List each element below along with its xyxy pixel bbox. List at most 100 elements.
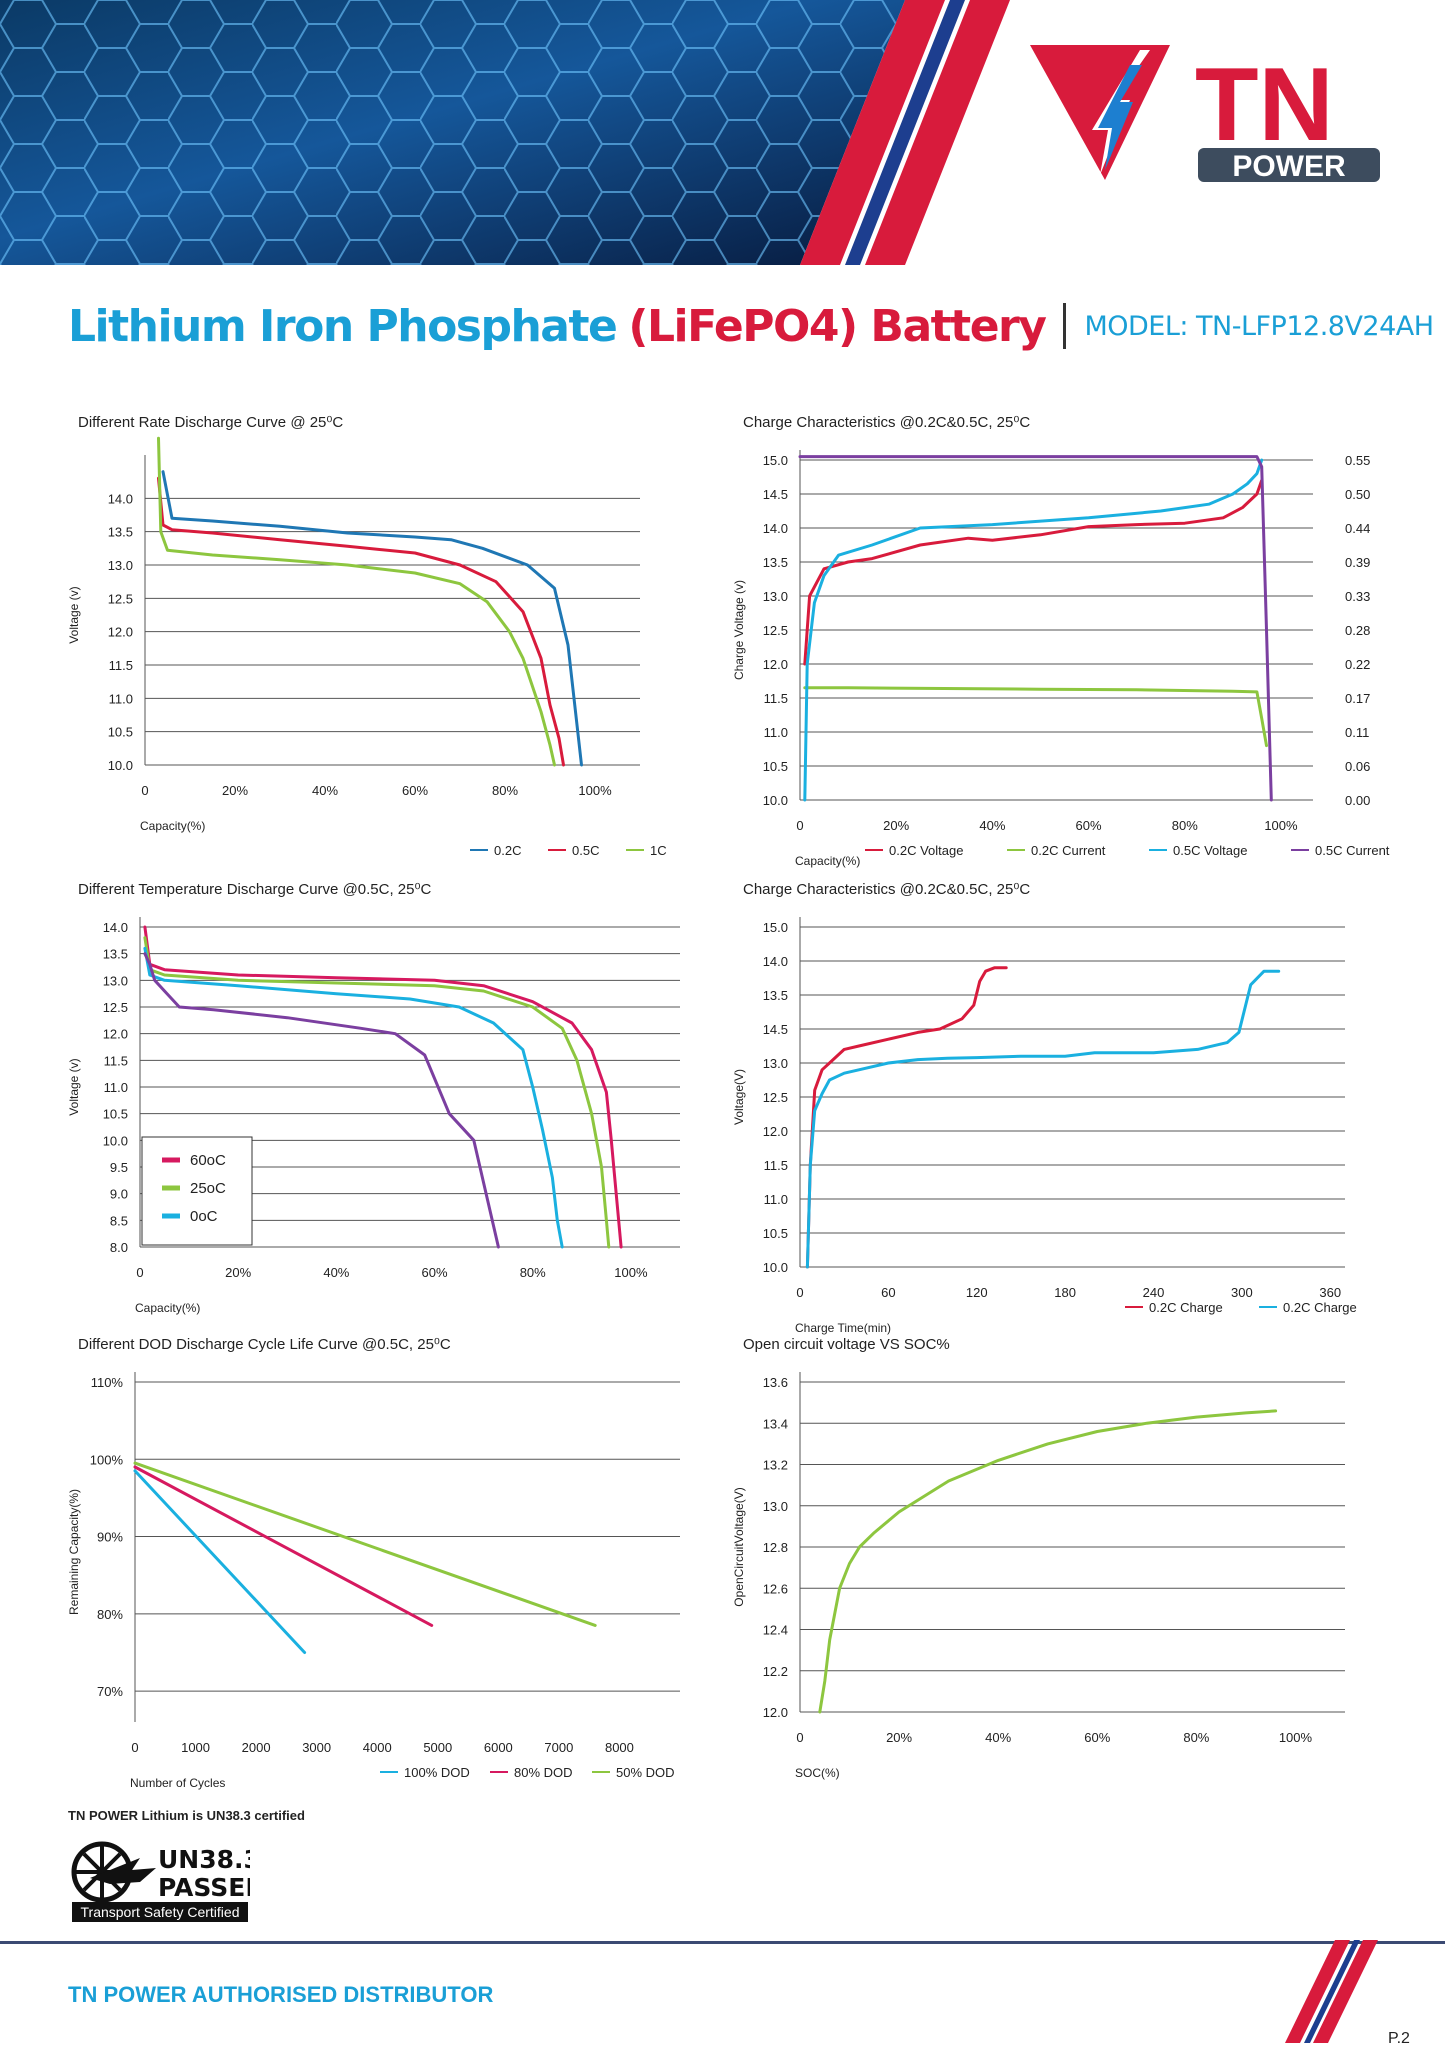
x-tick-label: 20% [886, 1730, 912, 1745]
footer-distributor: TN POWER AUTHORISED DISTRIBUTOR [68, 1982, 494, 2007]
y2-tick-label: 0.22 [1345, 657, 1370, 672]
series-line-1 [143, 936, 611, 1249]
x-tick-label: 0 [131, 1740, 138, 1755]
y-tick-label: 15.0 [763, 920, 788, 935]
series-line-0 [805, 966, 1008, 1269]
chart-charge-time: Charge Characteristics @0.2C&0.5C, 25⁰C 1… [732, 881, 1357, 1335]
chart-title: Different Rate Discharge Curve @ 25⁰C [78, 414, 343, 431]
title-separator [1063, 303, 1067, 349]
y-tick-label: 11.5 [109, 658, 133, 673]
y-tick-label: 13.0 [103, 973, 128, 988]
y2-tick-label: 0.39 [1345, 555, 1370, 570]
legend-label: 25oC [190, 1180, 226, 1197]
y-tick-label: 13.2 [763, 1458, 788, 1473]
y-tick-label: 11.0 [764, 1192, 788, 1207]
series-line-2 [803, 458, 1264, 802]
y-tick-label: 11.0 [764, 725, 788, 740]
x-tick-label: 360 [1319, 1285, 1341, 1300]
legend-label: 60oC [190, 1152, 226, 1169]
x-tick-label: 4000 [363, 1740, 392, 1755]
x-tick-label: 0 [796, 818, 803, 833]
model-number: MODEL: TN-LFP12.8V24AH [1084, 310, 1434, 342]
legend-box [141, 1136, 253, 1246]
y-tick-label: 110% [91, 1375, 124, 1390]
x-tick-label: 100% [614, 1265, 648, 1280]
x-tick-label: 240 [1143, 1285, 1165, 1300]
y-tick-label: 10.0 [103, 1133, 128, 1148]
y-tick-label: 12.0 [763, 1124, 788, 1139]
y2-tick-label: 0.33 [1345, 589, 1370, 604]
y-tick-label: 10.0 [763, 1260, 788, 1275]
series-line-2 [157, 436, 556, 767]
x-tick-label: 80% [1183, 1730, 1209, 1745]
footer-stripes [1285, 1940, 1378, 2043]
y2-tick-label: 0.11 [1345, 725, 1369, 740]
y-tick-label: 12.5 [763, 623, 788, 638]
y-tick-label: 12.6 [763, 1581, 788, 1596]
legend-label: 0.2C Charge [1149, 1300, 1223, 1315]
legend-label: 0.2C Voltage [889, 843, 963, 858]
legend-label: 0.5C [572, 843, 599, 858]
y-tick-label: 9.0 [110, 1187, 128, 1202]
y-tick-label: 14.5 [763, 1022, 788, 1037]
chart-charge-capacity: Charge Characteristics @0.2C&0.5C, 25⁰C 1… [732, 414, 1390, 868]
chart-cycle-life: Different DOD Discharge Cycle Life Curve… [67, 1336, 680, 1790]
x-tick-label: 7000 [544, 1740, 573, 1755]
y-tick-label: 13.6 [763, 1375, 788, 1390]
y-tick-label: 70% [97, 1684, 123, 1699]
x-tick-label: 60% [402, 783, 428, 798]
y-tick-label: 13.5 [763, 988, 788, 1003]
chart-rate-discharge: Different Rate Discharge Curve @ 25⁰C 10.… [67, 414, 667, 858]
y-tick-label: 12.5 [763, 1090, 788, 1105]
y-tick-label: 10.5 [763, 759, 788, 774]
x-tick-label: 3000 [302, 1740, 331, 1755]
y-tick-label: 13.5 [103, 947, 128, 962]
y-tick-label: 14.0 [108, 491, 133, 506]
y-tick-label: 14.5 [763, 487, 788, 502]
series-line-1 [805, 969, 1281, 1269]
legend-label: 1C [650, 843, 667, 858]
series-line-0 [143, 925, 623, 1249]
page-number: P.2 [1388, 2030, 1410, 2047]
y-tick-label: 9.5 [110, 1160, 128, 1175]
series-line-2 [143, 946, 564, 1249]
y-tick-label: 10.0 [108, 758, 133, 773]
y-tick-label: 90% [97, 1530, 123, 1545]
page-title: Lithium Iron Phosphate (LiFePO4) Battery… [68, 296, 1434, 356]
y2-tick-label: 0.50 [1345, 487, 1370, 502]
badge-line2: PASSED [158, 1873, 250, 1902]
y-tick-label: 11.5 [104, 1053, 128, 1068]
y-axis-label: OpenCircuitVoltage(V) [732, 1487, 746, 1606]
x-tick-label: 40% [323, 1265, 349, 1280]
x-tick-label: 80% [492, 783, 518, 798]
un38-3-badge: UN38.3 PASSED Transport Safety Certified [71, 1841, 250, 1922]
y-tick-label: 12.8 [763, 1540, 788, 1555]
x-tick-label: 0 [141, 783, 148, 798]
x-tick-label: 20% [225, 1265, 251, 1280]
legend-label: 50% DOD [616, 1765, 675, 1780]
series-line-0 [818, 1409, 1278, 1714]
x-axis-label: Capacity(%) [795, 854, 860, 868]
chart-temperature-discharge: Different Temperature Discharge Curve @0… [67, 881, 680, 1315]
y-tick-label: 12.0 [763, 657, 788, 672]
x-tick-label: 80% [1172, 818, 1198, 833]
y-tick-label: 12.5 [103, 1000, 128, 1015]
y-tick-label: 15.0 [763, 453, 788, 468]
legend-label: 0.2C Current [1031, 843, 1106, 858]
y-tick-label: 11.5 [764, 691, 788, 706]
legend-label: 100% DOD [404, 1765, 470, 1780]
logo-name-line1: TN [1195, 47, 1334, 163]
x-tick-label: 40% [979, 818, 1005, 833]
series-line-1 [133, 1465, 434, 1627]
x-tick-label: 100% [1279, 1730, 1313, 1745]
footer-divider [0, 1941, 1445, 1944]
certification-caption: TN POWER Lithium is UN38.3 certified [68, 1808, 305, 1823]
legend-label: 0.2C [494, 843, 521, 858]
x-tick-label: 20% [883, 818, 909, 833]
x-tick-label: 0 [796, 1730, 803, 1745]
y-tick-label: 13.0 [763, 589, 788, 604]
chart-title: Different DOD Discharge Cycle Life Curve… [78, 1336, 451, 1353]
y-tick-label: 10.5 [763, 1226, 788, 1241]
y2-tick-label: 0.06 [1345, 759, 1370, 774]
x-tick-label: 40% [985, 1730, 1011, 1745]
